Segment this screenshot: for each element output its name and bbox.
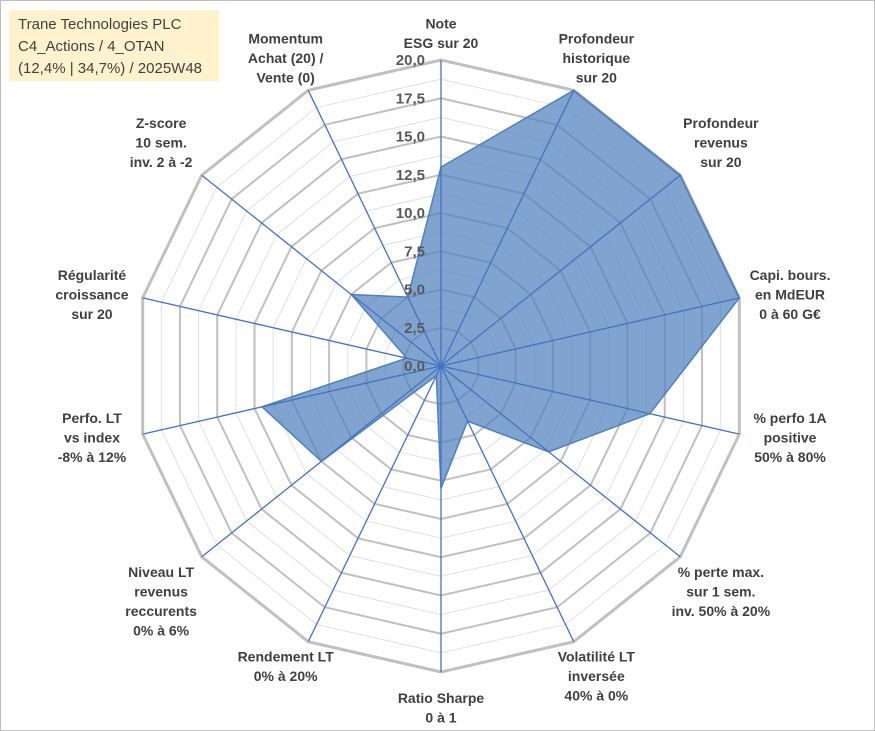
axis-label: Régularité croissance sur 20 xyxy=(55,267,128,322)
axis-label: % perfo 1A positive 50% à 80% xyxy=(753,410,826,465)
axis-label: Capi. bours. en MdEUR 0 à 60 G€ xyxy=(750,267,831,322)
axis-label: Note ESG sur 20 xyxy=(404,16,479,52)
spoke-line xyxy=(440,365,681,558)
tick-label: 5,0 xyxy=(404,282,425,299)
spoke-line xyxy=(201,174,442,367)
spoke-line xyxy=(440,174,681,367)
axis-label: Perfo. LT vs index -8% à 12% xyxy=(58,410,127,465)
axis-label: Volatilité LT inversée 40% à 0% xyxy=(558,649,636,704)
axis-label: % perte max. sur 1 sem. inv. 50% à 20% xyxy=(672,564,771,619)
title-portfolio: C4_Actions / 4_OTAN xyxy=(18,38,165,55)
spoke-line xyxy=(142,297,442,367)
spoke-line xyxy=(307,365,442,642)
chart-title-box: Trane Technologies PLC C4_Actions / 4_OT… xyxy=(9,10,219,81)
spoke-line xyxy=(440,365,575,642)
radar-spokes xyxy=(142,60,740,672)
tick-label: 20,0 xyxy=(396,52,425,69)
axis-label: Z-score 10 sem. inv. 2 à -2 xyxy=(130,115,193,170)
tick-label: 0,0 xyxy=(404,358,425,375)
tick-label: 15,0 xyxy=(396,129,425,146)
axis-label: Rendement LT 0% à 20% xyxy=(238,649,335,685)
title-company: Trane Technologies PLC xyxy=(18,16,182,33)
spoke-line xyxy=(307,90,442,367)
spoke-line xyxy=(440,90,575,367)
axis-label: Momentum Achat (20) / Vente (0) xyxy=(248,30,324,85)
axis-label: Ratio Sharpe 0 à 1 xyxy=(398,690,485,726)
spoke-line xyxy=(142,365,442,435)
axis-label: Profondeur revenus sur 20 xyxy=(683,115,759,170)
tick-label: 10,0 xyxy=(396,205,425,222)
tick-label: 12,5 xyxy=(396,167,425,184)
title-week: (12,4% | 34,7%) / 2025W48 xyxy=(18,60,202,77)
spoke-line xyxy=(440,365,740,435)
tick-label: 7,5 xyxy=(404,243,425,260)
tick-label: 2,5 xyxy=(404,320,425,337)
spoke-line xyxy=(440,297,740,367)
tick-label: 17,5 xyxy=(396,90,425,107)
spoke-line xyxy=(201,365,442,558)
radar-axis-labels: Note ESG sur 20 Profondeur historique sur 20… xyxy=(55,16,830,726)
axis-label: Niveau LT revenus reccurents 0% à 6% xyxy=(125,564,197,639)
axis-label: Profondeur historique sur 20 xyxy=(559,30,635,85)
radar-tick-labels: 0,0 2,5 5,0 7,5 10,0 12,5 15,0 17,5 20,0 xyxy=(396,52,425,375)
